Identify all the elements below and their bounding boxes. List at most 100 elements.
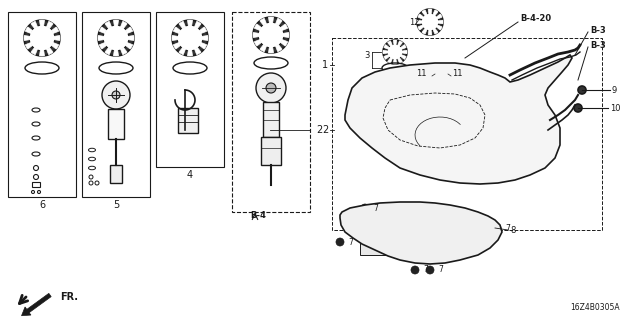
Wedge shape [401,50,407,54]
Wedge shape [383,50,389,54]
Circle shape [411,266,419,274]
Wedge shape [422,28,428,34]
Text: 7: 7 [438,266,443,275]
Wedge shape [388,41,393,47]
Wedge shape [47,47,53,55]
Wedge shape [173,43,180,49]
Circle shape [266,83,276,93]
Wedge shape [26,43,33,49]
Circle shape [177,25,203,51]
Text: B-3: B-3 [590,41,605,50]
Text: B-4: B-4 [250,211,266,220]
Text: 16Z4B0305A: 16Z4B0305A [570,303,620,312]
Text: 11: 11 [452,68,463,77]
Wedge shape [195,21,201,28]
Wedge shape [254,24,262,30]
Wedge shape [179,21,186,28]
Text: 5: 5 [113,200,119,210]
Wedge shape [202,36,208,41]
Wedge shape [105,21,111,28]
Circle shape [493,224,501,232]
Wedge shape [26,27,33,34]
Circle shape [253,17,289,53]
Text: 12: 12 [410,18,420,27]
Bar [82,12,150,197]
Wedge shape [435,14,442,20]
Wedge shape [269,17,273,23]
Circle shape [417,9,443,35]
Wedge shape [99,43,106,49]
Text: 1: 1 [322,60,328,70]
Text: 9: 9 [612,85,617,94]
Text: 6: 6 [39,200,45,210]
Wedge shape [388,57,393,63]
Bar [32,182,40,187]
Text: 10: 10 [610,103,621,113]
Polygon shape [345,55,572,184]
Circle shape [256,73,286,103]
Wedge shape [433,28,438,34]
Circle shape [383,40,407,64]
FancyArrow shape [22,293,51,316]
Circle shape [447,75,454,82]
Wedge shape [283,33,289,37]
Wedge shape [397,57,403,63]
Wedge shape [172,36,178,41]
Wedge shape [435,25,442,30]
Text: B-4-20: B-4-20 [520,13,551,22]
Circle shape [172,20,208,56]
Text: 7: 7 [505,223,510,233]
Wedge shape [269,47,273,53]
Wedge shape [422,10,428,17]
Wedge shape [51,43,59,49]
Wedge shape [260,18,266,26]
Wedge shape [280,39,288,46]
Wedge shape [428,29,432,35]
Polygon shape [340,202,502,264]
Wedge shape [105,47,111,55]
Circle shape [102,81,130,109]
Text: 7: 7 [423,266,428,275]
Wedge shape [417,20,423,24]
Circle shape [578,86,586,94]
Wedge shape [125,43,132,49]
Bar [178,108,198,133]
Bar [332,38,602,230]
Wedge shape [113,20,118,26]
Wedge shape [254,39,262,46]
Wedge shape [120,21,127,28]
Bar [156,12,224,167]
Wedge shape [188,20,193,26]
Bar [110,165,122,183]
Wedge shape [275,44,282,52]
Wedge shape [173,27,180,34]
Bar [8,12,76,197]
Wedge shape [400,54,406,60]
Wedge shape [188,50,193,56]
Wedge shape [120,47,127,55]
Wedge shape [260,44,266,52]
Wedge shape [99,27,106,34]
Wedge shape [394,40,397,46]
Wedge shape [200,43,207,49]
Wedge shape [418,25,424,30]
Wedge shape [54,36,60,41]
Wedge shape [433,10,438,17]
Wedge shape [437,20,443,24]
Circle shape [112,91,120,99]
Wedge shape [128,36,134,41]
Wedge shape [275,18,282,26]
Text: 7: 7 [373,204,378,212]
Bar [263,102,279,137]
Text: 7: 7 [348,237,353,246]
Circle shape [361,204,369,212]
Circle shape [421,13,439,31]
Text: 11: 11 [417,68,427,77]
Text: 3: 3 [365,51,370,60]
Wedge shape [418,14,424,20]
Wedge shape [428,9,432,15]
Circle shape [103,25,129,51]
Wedge shape [98,36,104,41]
Text: FR.: FR. [60,292,78,302]
Circle shape [387,44,403,60]
